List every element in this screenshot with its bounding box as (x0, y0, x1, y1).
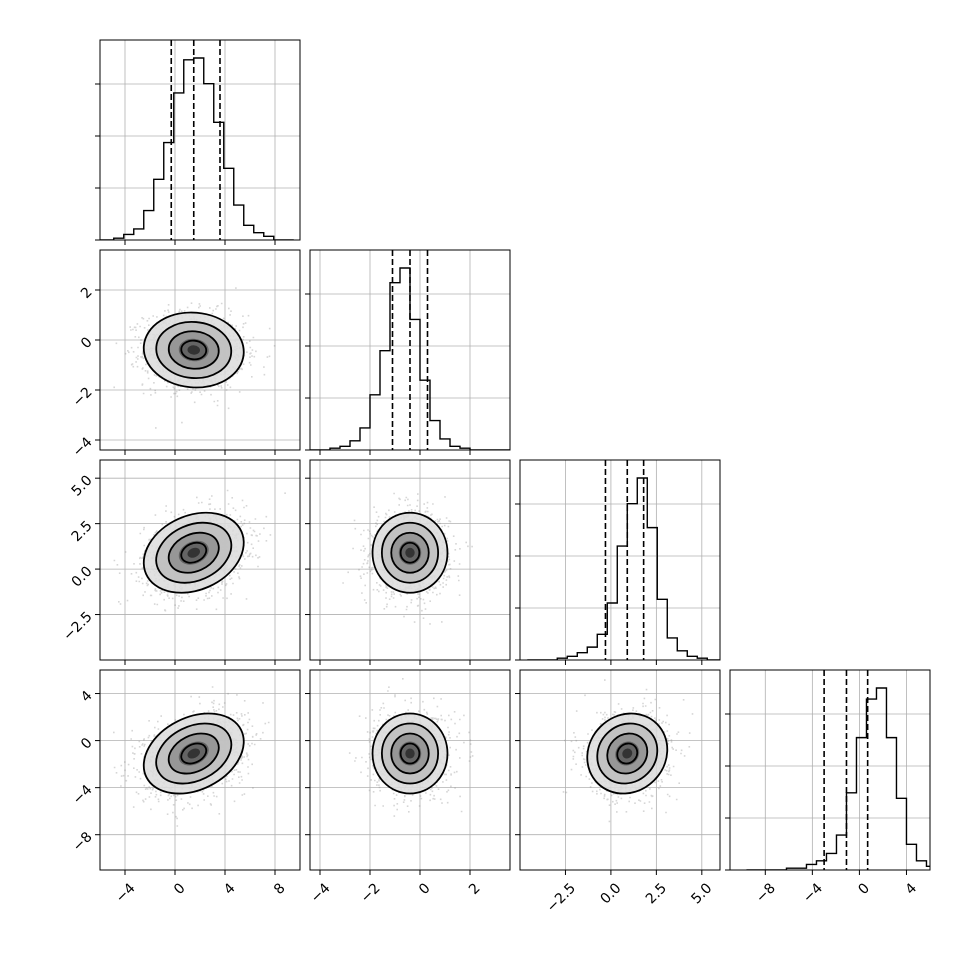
contour-level-3 (142, 311, 245, 389)
panel-frame (729, 669, 931, 871)
contour-level-3 (142, 712, 245, 795)
y-tick-label: 0 (78, 334, 96, 352)
panel-content (100, 670, 300, 870)
panel-frame (309, 459, 511, 661)
contour-level-1 (606, 732, 649, 775)
contour-level-0 (180, 742, 208, 765)
scatter-panel-2-0 (95, 459, 301, 665)
panel-content (100, 460, 300, 660)
scatter-panel-3-1 (305, 669, 511, 875)
histogram-series (310, 267, 510, 450)
panel-frame (519, 459, 721, 661)
contour-level-1 (390, 531, 430, 574)
x-tick-label: 8 (271, 880, 289, 898)
scatter-panel-2-1 (305, 459, 511, 665)
histogram-series (746, 687, 930, 870)
panel-frame (99, 459, 301, 661)
contour-level-0 (399, 742, 421, 765)
contour-level-0 (180, 541, 208, 564)
density-shade (187, 748, 200, 759)
y-tick-label: 5.0 (69, 473, 96, 500)
contour-level-3 (586, 712, 669, 795)
x-tick-label: 0 (416, 880, 434, 898)
contour-level-1 (167, 330, 220, 370)
y-tick-label: 4 (78, 688, 96, 706)
hist-panel-0 (95, 39, 301, 245)
contour-level-2 (155, 320, 233, 380)
density-shade (405, 547, 415, 558)
x-tick-label: 4 (221, 880, 239, 898)
hist-panel-2 (515, 459, 721, 665)
x-tick-label: −2.5 (544, 880, 579, 915)
y-tick-label: 2 (78, 284, 96, 302)
contour-level-3 (371, 712, 449, 795)
y-tick-label: −2 (70, 384, 96, 410)
x-tick-label: 5.0 (688, 880, 715, 907)
panel-content (100, 250, 300, 450)
contour-level-2 (155, 722, 233, 785)
y-tick-label: −2.5 (60, 609, 95, 644)
x-tick-label: −4 (800, 880, 826, 906)
panel-content (520, 670, 720, 870)
density-shade (622, 748, 633, 759)
contour-level-2 (596, 722, 659, 785)
x-tick-label: 2.5 (643, 880, 670, 907)
x-tick-label: −2 (358, 880, 384, 906)
contour-level-1 (167, 732, 220, 775)
x-tick-label: −8 (753, 880, 779, 906)
contour-level-1 (167, 531, 220, 574)
panel-frame (99, 249, 301, 451)
scatter-panel-3-0 (95, 669, 301, 875)
scatter-panel-1-0 (95, 249, 301, 455)
contour-level-0 (399, 541, 421, 564)
x-tick-label: 4 (902, 880, 920, 898)
x-tick-label: 0 (171, 880, 189, 898)
contour-level-0 (180, 339, 208, 361)
density-shade (405, 748, 415, 759)
y-tick-label: −4 (70, 782, 96, 808)
density-shade (187, 547, 200, 558)
contour-level-2 (380, 521, 440, 584)
contour-level-3 (142, 511, 245, 594)
y-tick-label: −8 (70, 829, 96, 855)
panel-content (310, 670, 510, 870)
y-tick-label: −4 (70, 434, 96, 460)
y-tick-label: 2.5 (69, 518, 96, 545)
x-tick-label: 2 (466, 880, 484, 898)
x-tick-label: 0.0 (597, 880, 624, 907)
x-tick-label: 0 (855, 880, 873, 898)
density-shade (187, 345, 201, 355)
panel-frame (309, 249, 511, 451)
panel-frame (309, 669, 511, 871)
contour-level-2 (155, 521, 233, 584)
contour-level-2 (380, 722, 440, 785)
panel-frame (99, 39, 301, 241)
panel-frame (99, 669, 301, 871)
contour-level-3 (371, 511, 449, 594)
panel-content (310, 460, 510, 660)
contour-level-1 (390, 732, 430, 775)
y-tick-label: 0 (78, 735, 96, 753)
scatter-panel-3-2 (515, 669, 721, 875)
hist-panel-3 (725, 669, 931, 875)
x-tick-label: −4 (308, 880, 334, 906)
histogram-series (527, 477, 720, 660)
x-tick-label: −4 (113, 880, 139, 906)
hist-panel-1 (305, 249, 511, 455)
y-tick-label: 0.0 (69, 563, 96, 590)
contour-level-0 (616, 742, 639, 765)
panel-frame (519, 669, 721, 871)
